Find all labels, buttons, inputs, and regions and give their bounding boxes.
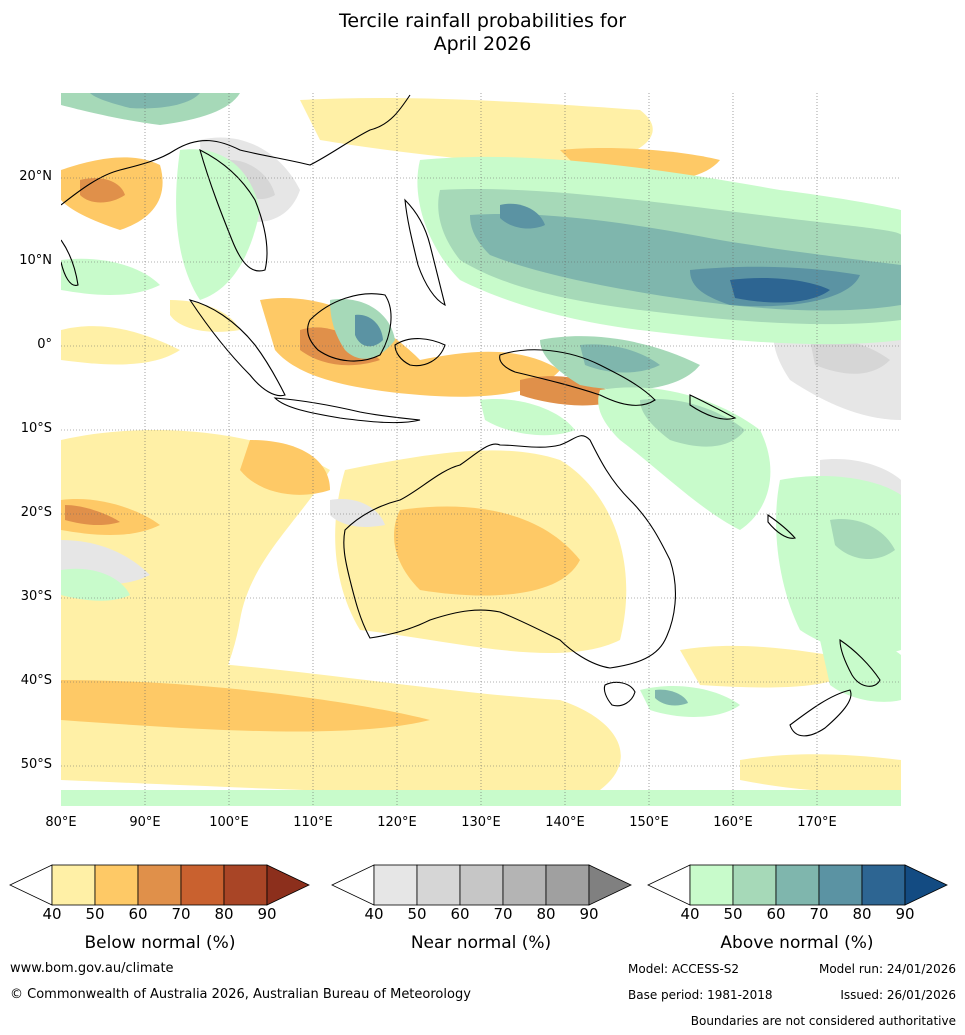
mainland-asia-coast <box>61 94 411 206</box>
legend-above-tick: 80 <box>852 905 872 923</box>
legend-colorbars <box>9 864 948 906</box>
legend-near-tick: 40 <box>364 905 384 923</box>
legend-above-tick: 90 <box>895 905 915 923</box>
lat-label-20n: 20°N <box>19 169 52 184</box>
lat-label-10n: 10°N <box>19 253 52 268</box>
legend-near-swatch <box>459 864 504 906</box>
legend-near-tick: 90 <box>579 905 599 923</box>
new-zealand-north-coast <box>839 638 881 687</box>
lat-label-0: 0° <box>37 337 52 352</box>
indochina-coast <box>199 148 268 272</box>
graticule <box>61 93 901 806</box>
legend-above-swatch <box>732 864 777 906</box>
solomon-islands-coast <box>689 394 737 420</box>
map-title: Tercile rainfall probabilities for April… <box>0 10 965 56</box>
lat-label-40s: 40°S <box>20 673 52 688</box>
legend-below-tick: 50 <box>85 905 105 923</box>
lon-label-110e: 110°E <box>293 815 333 830</box>
legend-title-below: Below normal (%) <box>84 933 236 953</box>
legend-near-swatch <box>502 864 547 906</box>
philippines-coast <box>404 198 446 307</box>
legend-below-swatch <box>137 864 182 906</box>
new-caledonia-coast <box>767 513 797 539</box>
legend-below-swatch <box>180 864 225 906</box>
legend-above-swatch <box>818 864 863 906</box>
legend-below-swatch <box>51 864 96 906</box>
below-normal-areas <box>61 98 901 795</box>
legend-below-tick: 40 <box>42 905 62 923</box>
legend-above-tick: 40 <box>680 905 700 923</box>
legend-above-tick: 60 <box>766 905 786 923</box>
lat-label-10s: 10°S <box>20 421 52 436</box>
legend-below-extend-low <box>9 864 53 906</box>
legend-above-swatch <box>861 864 906 906</box>
new-zealand-south-coast <box>789 689 852 737</box>
footer-base-period: Base period: 1981-2018 <box>628 988 773 1002</box>
legend-below-tick: 90 <box>257 905 277 923</box>
legend-above-swatch <box>775 864 820 906</box>
india-coast <box>61 239 79 286</box>
lon-label-160e: 160°E <box>713 815 753 830</box>
lon-label-80e: 80°E <box>45 815 77 830</box>
footer-disclaimer: Boundaries are not considered authoritat… <box>690 1014 956 1028</box>
legend-near-tick: 60 <box>450 905 470 923</box>
legend-near-tick: 70 <box>493 905 513 923</box>
legend-title-near: Near normal (%) <box>410 933 552 953</box>
legend-above-extend-high <box>904 864 948 906</box>
legend-above-extend-low <box>647 864 691 906</box>
title-line-1: Tercile rainfall probabilities for <box>338 10 627 32</box>
legend-below-tick: 80 <box>214 905 234 923</box>
legend-near-extend-high <box>588 864 632 906</box>
legend-below-swatch <box>223 864 268 906</box>
legend-title-above: Above normal (%) <box>720 933 874 953</box>
lat-label-50s: 50°S <box>20 757 52 772</box>
lon-label-150e: 150°E <box>629 815 669 830</box>
map-content <box>61 93 901 806</box>
lon-label-130e: 130°E <box>461 815 501 830</box>
lon-label-90e: 90°E <box>129 815 161 830</box>
java-coast <box>273 397 421 424</box>
legend-above-swatch <box>689 864 734 906</box>
sulawesi-coast <box>394 338 446 367</box>
title-line-2: April 2026 <box>433 33 532 55</box>
sumatra-coast <box>188 299 286 397</box>
legend-below-swatch <box>94 864 139 906</box>
lon-label-100e: 100°E <box>209 815 249 830</box>
coastlines <box>61 94 881 737</box>
legend-near-swatch <box>373 864 418 906</box>
legend-near-tick: 80 <box>536 905 556 923</box>
lon-label-140e: 140°E <box>545 815 585 830</box>
lon-label-120e: 120°E <box>377 815 417 830</box>
legend-near-swatch <box>416 864 461 906</box>
legend-above-tick: 70 <box>809 905 829 923</box>
lon-label-170e: 170°E <box>797 815 837 830</box>
legend-above-tick: 50 <box>723 905 743 923</box>
borneo-coast <box>307 293 392 362</box>
legend-below-extend-high <box>266 864 310 906</box>
new-guinea-coast <box>499 349 656 406</box>
legend-near-extend-low <box>331 864 375 906</box>
legend-below-tick: 70 <box>171 905 191 923</box>
tasmania-coast <box>603 681 636 707</box>
legend-near-swatch <box>545 864 590 906</box>
legend-below-tick: 60 <box>128 905 148 923</box>
footer-issued: Issued: 26/01/2026 <box>840 988 956 1002</box>
footer-model-run: Model run: 24/01/2026 <box>818 962 956 976</box>
footer-copyright: © Commonwealth of Australia 2026, Austra… <box>10 987 471 1002</box>
lat-label-30s: 30°S <box>20 589 52 604</box>
australia-coast <box>343 435 676 669</box>
legend-near-tick: 50 <box>407 905 427 923</box>
lat-label-20s: 20°S <box>20 505 52 520</box>
footer-website: www.bom.gov.au/climate <box>10 961 174 976</box>
footer-model: Model: ACCESS-S2 <box>628 962 740 976</box>
